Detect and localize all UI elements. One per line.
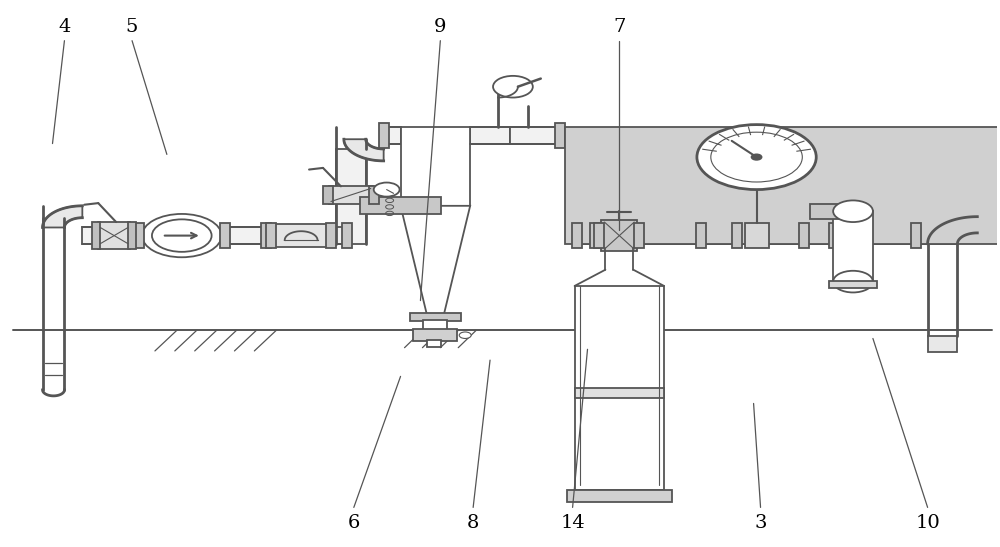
Bar xyxy=(575,286,664,490)
Circle shape xyxy=(152,219,212,252)
Text: 5: 5 xyxy=(126,18,138,36)
Bar xyxy=(342,223,352,248)
Text: 6: 6 xyxy=(348,514,360,532)
Circle shape xyxy=(697,125,816,190)
Bar xyxy=(132,228,160,244)
Bar xyxy=(401,127,470,206)
Circle shape xyxy=(711,132,802,182)
Circle shape xyxy=(752,154,762,160)
Polygon shape xyxy=(43,206,82,228)
Text: 7: 7 xyxy=(613,18,626,36)
Text: 3: 3 xyxy=(754,514,767,532)
Bar xyxy=(699,228,823,244)
Bar xyxy=(799,223,809,248)
Bar xyxy=(872,228,957,244)
Bar xyxy=(360,197,441,214)
Bar xyxy=(369,187,379,203)
Bar xyxy=(601,220,637,251)
Bar xyxy=(384,127,401,143)
Bar xyxy=(769,228,828,244)
Bar xyxy=(413,329,457,341)
Polygon shape xyxy=(928,217,977,244)
Bar xyxy=(82,228,102,244)
Bar xyxy=(828,228,928,244)
Bar xyxy=(829,223,839,248)
Bar xyxy=(577,228,594,244)
Bar xyxy=(261,223,271,248)
Circle shape xyxy=(142,214,222,257)
Bar xyxy=(855,223,865,248)
Bar xyxy=(732,223,742,248)
Bar xyxy=(833,211,873,282)
Bar xyxy=(696,223,706,248)
Bar xyxy=(594,223,604,248)
Circle shape xyxy=(833,271,873,293)
Bar xyxy=(810,203,856,219)
Bar xyxy=(410,313,461,321)
Bar xyxy=(745,223,769,248)
Bar xyxy=(134,223,144,248)
Circle shape xyxy=(833,200,873,222)
Bar xyxy=(423,320,447,330)
Bar xyxy=(911,223,921,248)
Bar xyxy=(92,222,100,249)
Text: 10: 10 xyxy=(915,514,940,532)
Bar xyxy=(128,222,136,249)
Bar xyxy=(510,127,560,143)
Polygon shape xyxy=(344,139,384,161)
Bar xyxy=(572,223,582,248)
Bar xyxy=(334,228,347,244)
Text: 9: 9 xyxy=(434,18,447,36)
Circle shape xyxy=(493,76,533,97)
Bar xyxy=(567,490,672,502)
Circle shape xyxy=(374,183,400,196)
Bar xyxy=(565,127,1000,244)
Bar xyxy=(928,336,957,352)
Polygon shape xyxy=(401,206,470,317)
Bar xyxy=(590,223,599,248)
Bar xyxy=(594,228,699,244)
Bar xyxy=(634,223,644,248)
Bar xyxy=(829,281,877,288)
Bar xyxy=(379,123,389,148)
Bar xyxy=(336,149,366,244)
Bar xyxy=(470,127,510,143)
Bar xyxy=(220,223,230,248)
Text: 4: 4 xyxy=(58,18,71,36)
Bar xyxy=(555,123,565,148)
Bar xyxy=(228,228,266,244)
Bar xyxy=(326,223,336,248)
Bar xyxy=(329,187,373,203)
Bar xyxy=(98,222,130,249)
Circle shape xyxy=(459,332,471,339)
Bar xyxy=(271,224,331,247)
Text: 14: 14 xyxy=(560,514,585,532)
Bar xyxy=(427,340,441,347)
Bar xyxy=(575,388,664,398)
Bar xyxy=(323,187,333,203)
Bar xyxy=(155,223,165,248)
Text: 8: 8 xyxy=(467,514,479,532)
Bar xyxy=(266,223,276,248)
